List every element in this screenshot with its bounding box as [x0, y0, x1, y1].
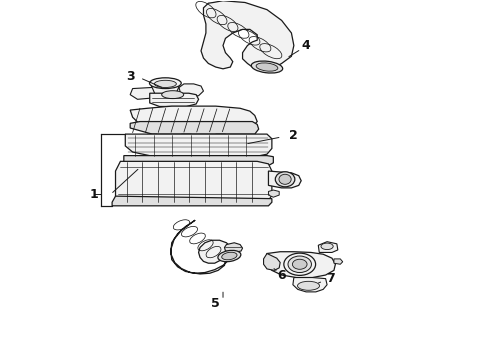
Polygon shape [269, 190, 279, 197]
Polygon shape [116, 161, 272, 203]
Polygon shape [201, 1, 294, 69]
Polygon shape [130, 122, 259, 134]
Polygon shape [266, 252, 335, 278]
Polygon shape [130, 87, 155, 99]
Ellipse shape [221, 252, 237, 260]
Ellipse shape [284, 253, 316, 275]
Polygon shape [216, 134, 225, 139]
Polygon shape [150, 93, 198, 107]
Ellipse shape [288, 256, 312, 273]
Polygon shape [124, 156, 273, 166]
Ellipse shape [162, 91, 184, 99]
Polygon shape [130, 106, 257, 134]
Polygon shape [334, 259, 343, 264]
Ellipse shape [321, 243, 333, 249]
Text: 3: 3 [126, 69, 134, 82]
Polygon shape [318, 242, 338, 252]
Ellipse shape [279, 174, 291, 184]
Ellipse shape [149, 78, 181, 89]
Text: 4: 4 [302, 39, 311, 52]
Ellipse shape [218, 250, 241, 262]
Polygon shape [179, 84, 203, 97]
Text: 5: 5 [211, 297, 220, 310]
Ellipse shape [256, 63, 278, 71]
Polygon shape [150, 81, 179, 99]
Polygon shape [147, 134, 157, 139]
Ellipse shape [275, 172, 295, 187]
Polygon shape [264, 253, 280, 270]
Text: 2: 2 [290, 129, 298, 142]
Ellipse shape [251, 61, 283, 73]
Polygon shape [269, 171, 301, 188]
Polygon shape [171, 220, 233, 274]
Ellipse shape [293, 259, 307, 269]
Ellipse shape [154, 80, 176, 87]
Polygon shape [181, 134, 191, 139]
Polygon shape [224, 243, 243, 252]
Polygon shape [125, 134, 272, 157]
Polygon shape [293, 278, 327, 292]
Text: 1: 1 [89, 188, 98, 201]
Ellipse shape [297, 281, 319, 290]
Text: 7: 7 [326, 272, 335, 285]
Text: 6: 6 [277, 269, 286, 282]
Polygon shape [112, 196, 272, 206]
